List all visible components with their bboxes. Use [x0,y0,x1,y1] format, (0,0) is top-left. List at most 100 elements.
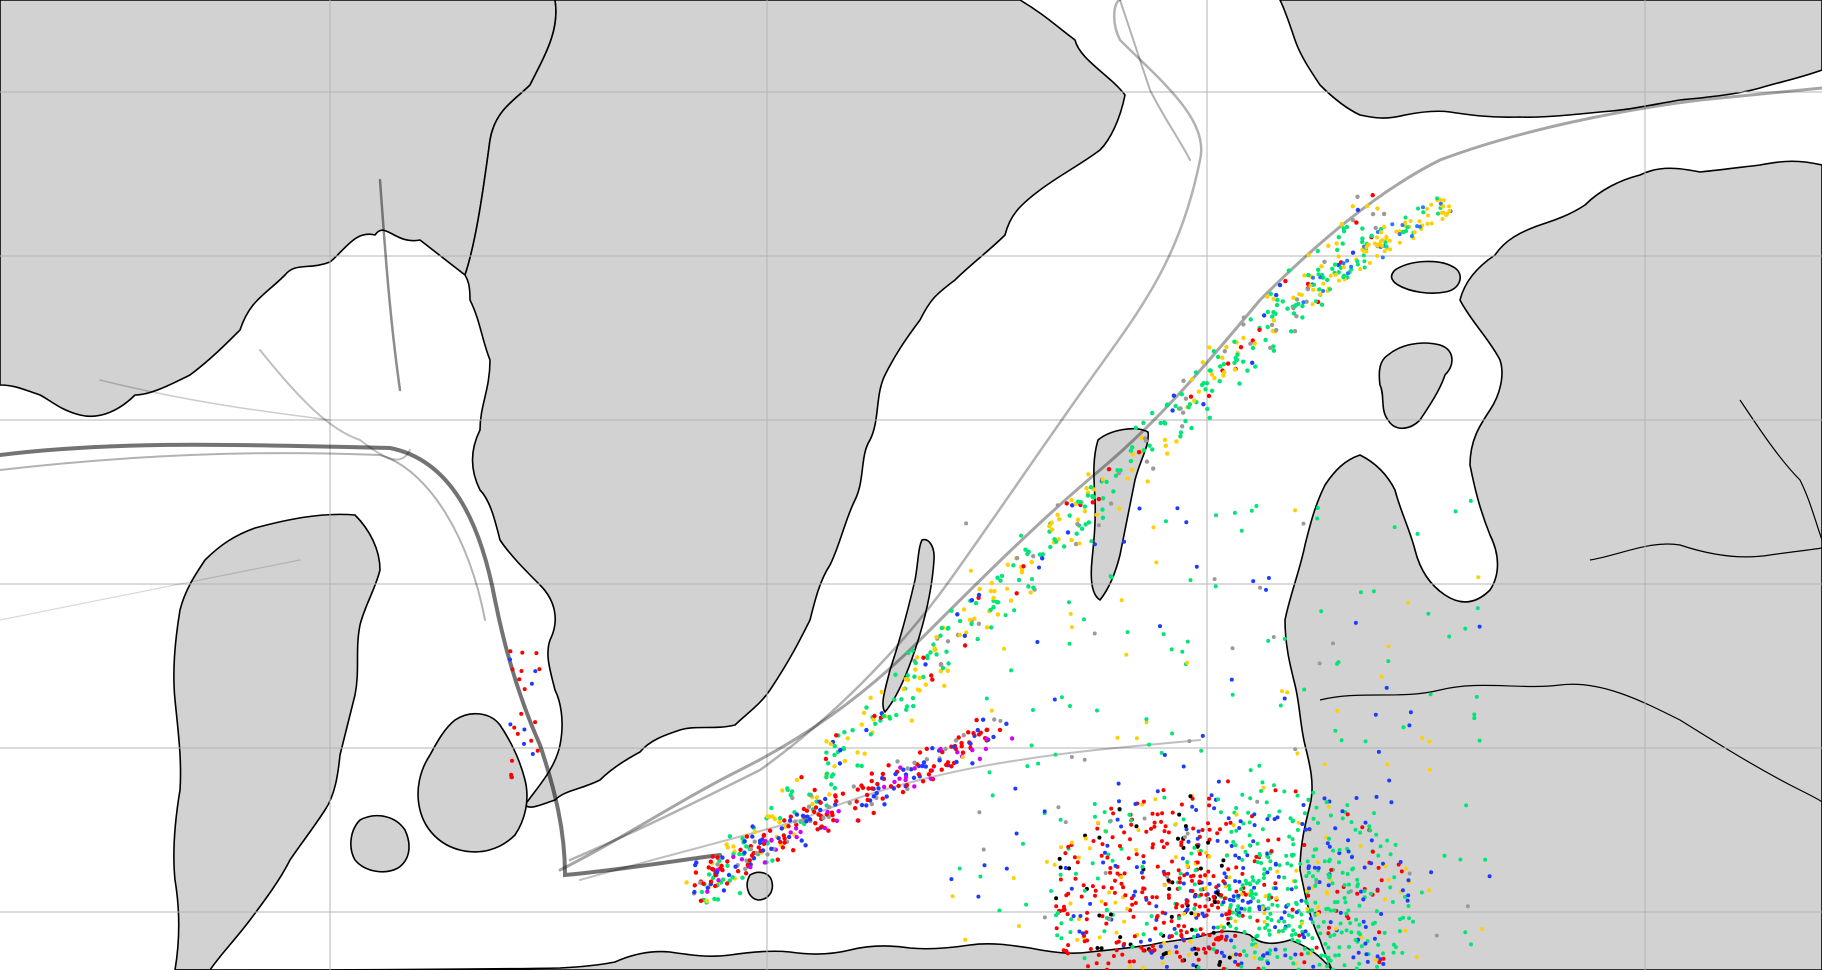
vessel-marker[interactable] [1251,839,1256,844]
vessel-marker[interactable] [864,727,869,733]
vessel-marker[interactable] [1181,817,1186,822]
vessel-marker[interactable] [945,626,950,631]
vessel-marker[interactable] [1310,948,1315,953]
vessel-marker[interactable] [1090,500,1096,505]
vessel-marker[interactable] [1265,851,1270,856]
vessel-marker[interactable] [1233,843,1238,848]
vessel-marker[interactable] [793,826,799,831]
vessel-marker[interactable] [1224,853,1229,858]
vessel-marker[interactable] [1348,921,1353,926]
vessel-marker[interactable] [920,779,926,784]
vessel-marker[interactable] [842,730,847,735]
vessel-marker[interactable] [905,766,910,771]
vessel-marker[interactable] [1257,904,1262,909]
vessel-marker[interactable] [1097,935,1102,940]
vessel-marker[interactable] [1276,874,1281,879]
vessel-marker[interactable] [1167,886,1172,891]
vessel-marker[interactable] [1179,928,1183,933]
vessel-marker[interactable] [706,865,711,870]
vessel-marker[interactable] [1334,926,1339,931]
vessel-marker[interactable] [1075,937,1080,942]
vessel-marker[interactable] [1111,811,1116,816]
vessel-marker[interactable] [1077,929,1082,934]
vessel-marker[interactable] [1419,890,1424,895]
vessel-marker[interactable] [1054,926,1059,931]
vessel-marker[interactable] [1128,964,1133,969]
vessel-marker[interactable] [1024,902,1029,907]
vessel-marker[interactable] [1105,843,1110,848]
vessel-marker[interactable] [1167,895,1171,900]
vessel-marker[interactable] [1140,965,1145,970]
vessel-marker[interactable] [855,750,860,755]
vessel-marker[interactable] [1040,556,1045,561]
vessel-marker[interactable] [1287,913,1291,918]
vessel-marker[interactable] [1290,837,1295,842]
vessel-marker[interactable] [1141,948,1146,953]
vessel-marker[interactable] [1162,437,1168,443]
vessel-marker[interactable] [1345,812,1350,817]
vessel-marker[interactable] [1161,632,1166,637]
vessel-marker[interactable] [1239,964,1244,969]
vessel-marker[interactable] [1013,786,1018,791]
vessel-marker[interactable] [1011,563,1016,568]
vessel-marker[interactable] [1186,839,1191,844]
vessel-marker[interactable] [962,643,968,648]
vessel-marker[interactable] [904,782,910,788]
vessel-marker[interactable] [1059,845,1063,850]
vessel-marker[interactable] [1331,848,1335,853]
vessel-marker[interactable] [1477,738,1482,743]
vessel-marker[interactable] [1052,862,1057,867]
vessel-marker[interactable] [1311,854,1316,859]
vessel-marker[interactable] [1404,866,1409,871]
vessel-marker[interactable] [1294,885,1298,890]
vessel-marker[interactable] [1375,230,1380,234]
vessel-marker[interactable] [1407,871,1412,876]
vessel-marker[interactable] [1077,541,1082,546]
vessel-marker[interactable] [1019,568,1024,573]
vessel-marker[interactable] [1274,302,1280,308]
vessel-marker[interactable] [912,784,917,789]
vessel-marker[interactable] [1208,368,1213,373]
vessel-marker[interactable] [508,657,512,662]
vessel-marker[interactable] [1109,886,1114,890]
vessel-marker[interactable] [1169,647,1174,652]
vessel-marker[interactable] [793,819,798,824]
vessel-marker[interactable] [1250,942,1255,947]
vessel-marker[interactable] [1204,381,1210,386]
vessel-marker[interactable] [978,874,983,879]
vessel-marker[interactable] [871,810,876,816]
vessel-marker[interactable] [1257,763,1262,768]
vessel-marker[interactable] [1192,894,1197,899]
vessel-marker[interactable] [1303,827,1308,832]
vessel-marker[interactable] [1230,692,1235,697]
vessel-marker[interactable] [832,743,837,749]
vessel-marker[interactable] [1251,579,1256,584]
vessel-marker[interactable] [1133,425,1139,430]
vessel-marker[interactable] [738,847,743,852]
vessel-marker[interactable] [1177,916,1181,921]
vessel-marker[interactable] [1178,954,1182,959]
vessel-marker[interactable] [1447,204,1451,209]
vessel-marker[interactable] [1224,934,1229,939]
vessel-marker[interactable] [765,814,770,819]
vessel-marker[interactable] [1255,933,1260,938]
vessel-marker[interactable] [1355,207,1361,213]
vessel-marker[interactable] [816,812,821,817]
vessel-marker[interactable] [1322,762,1327,767]
vessel-marker[interactable] [1172,926,1177,931]
vessel-marker[interactable] [1345,258,1350,263]
vessel-marker[interactable] [1375,243,1380,248]
vessel-marker[interactable] [1280,689,1284,694]
vessel-marker[interactable] [1056,911,1060,915]
vessel-marker[interactable] [742,850,747,855]
vessel-marker[interactable] [1059,936,1064,941]
vessel-marker[interactable] [1116,939,1121,944]
vessel-marker[interactable] [1299,952,1304,957]
vessel-marker[interactable] [1021,841,1025,846]
vessel-marker[interactable] [1318,292,1323,297]
vessel-marker[interactable] [1363,925,1368,929]
vessel-marker[interactable] [932,647,937,653]
vessel-marker[interactable] [1025,764,1030,769]
vessel-marker[interactable] [1209,388,1215,393]
vessel-marker[interactable] [1106,467,1112,472]
